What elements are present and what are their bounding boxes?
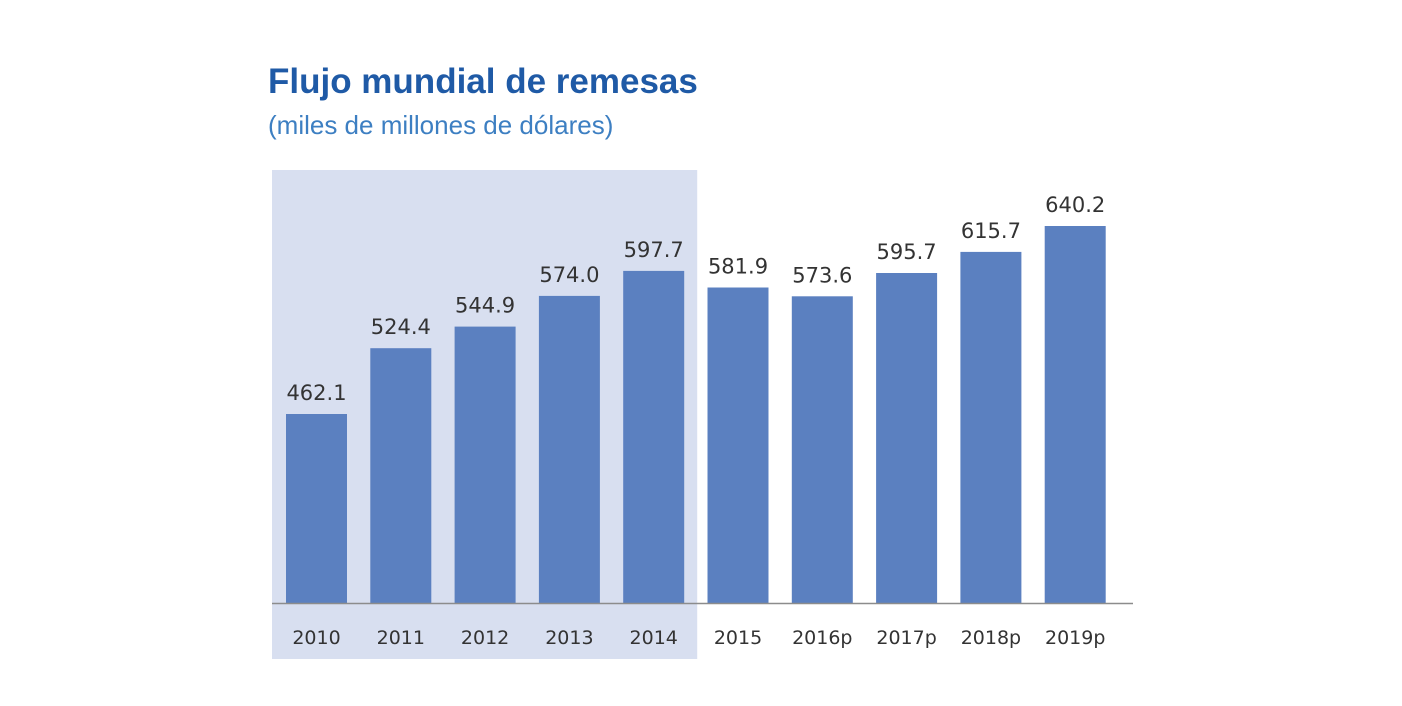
bar-2011 [370,348,432,603]
x-tick-labels-group: 2010 2011 2012 2013 2014 2015 2016p 2017p 2018p 2… [292,627,1105,649]
value-label-2014: 597.7 [624,238,684,262]
value-label-2019p: 640.2 [1045,193,1105,217]
bar-2012 [454,326,516,603]
bar-2010 [286,414,347,603]
bar-2015 [707,287,769,603]
value-label-2017p: 595.7 [877,240,937,264]
value-labels-group: 462.1 524.4 544.9 574.0 597.7 581.9 573.6 595.7… [286,193,1105,405]
value-label-2012: 544.9 [455,294,515,318]
x-tick-label-2015: 2015 [714,627,762,649]
x-tick-label-2014: 2014 [630,627,678,649]
bar-2019p [1044,226,1106,603]
x-tick-label-2013: 2013 [545,627,593,649]
x-tick-label-2012: 2012 [461,627,509,649]
bar-2016p [791,296,853,603]
bar-2013 [538,295,600,603]
value-label-2013: 574.0 [539,263,599,287]
value-label-2010: 462.1 [286,381,346,405]
chart-subtitle: (miles de millones de dólares) [268,110,614,140]
value-label-2018p: 615.7 [961,219,1021,243]
bar-2014 [623,270,685,603]
bar-2017p [876,273,938,603]
x-tick-label-2017p: 2017p [876,627,936,649]
x-tick-label-2016p: 2016p [792,627,852,649]
bars-group [286,226,1106,603]
bar-2018p [960,251,1022,603]
x-tick-label-2018p: 2018p [961,627,1021,649]
value-label-2016p: 573.6 [792,263,852,287]
x-tick-label-2011: 2011 [377,627,425,649]
x-tick-label-2019p: 2019p [1045,627,1105,649]
value-label-2011: 524.4 [371,315,431,339]
x-tick-label-2010: 2010 [292,627,340,649]
chart-title: Flujo mundial de remesas [268,62,698,101]
value-label-2015: 581.9 [708,255,768,279]
